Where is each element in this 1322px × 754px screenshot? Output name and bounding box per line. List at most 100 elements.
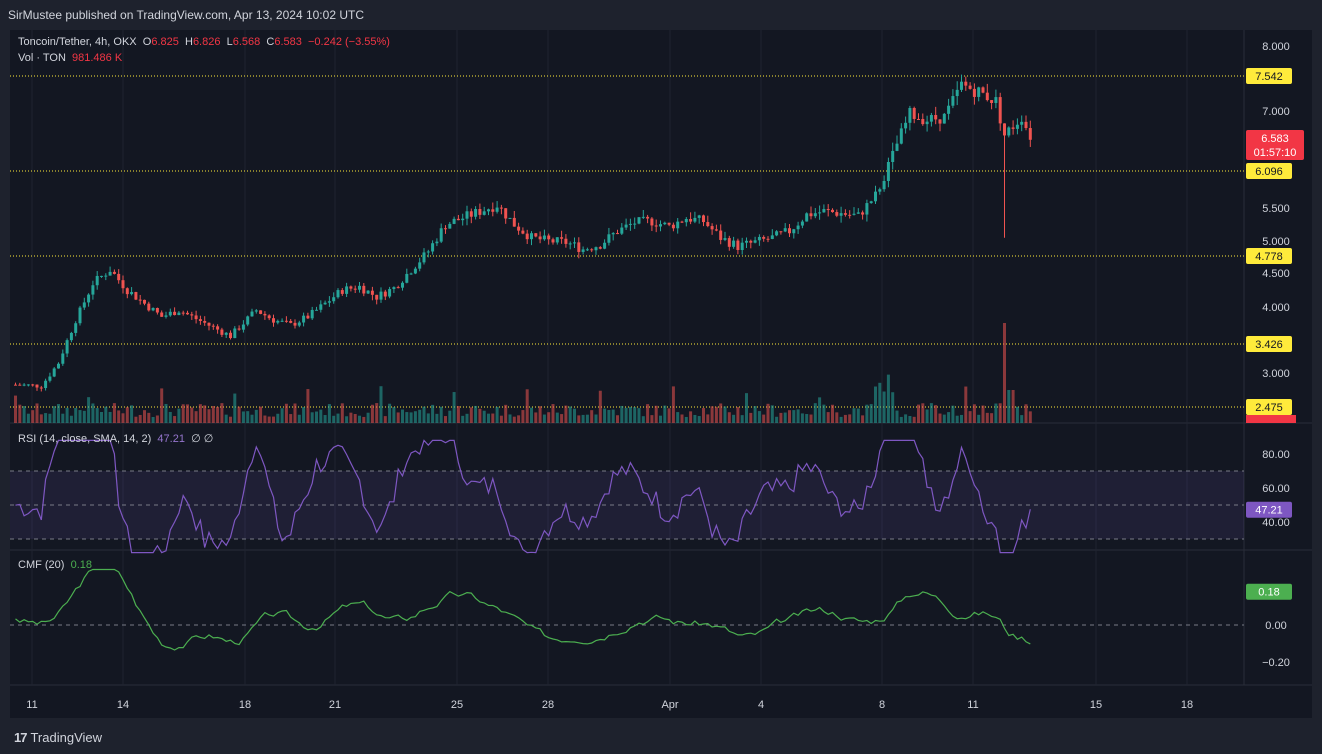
cmf-value-badge-label: 0.18 bbox=[1258, 587, 1279, 599]
volume-bar bbox=[284, 403, 288, 423]
candle-body bbox=[904, 122, 908, 129]
candle-body bbox=[843, 213, 847, 215]
tradingview-mark-icon: 17 bbox=[14, 730, 28, 745]
price-level-badge bbox=[1246, 163, 1292, 179]
volume-bar bbox=[908, 416, 912, 423]
candle-body bbox=[977, 87, 981, 97]
candle-body bbox=[706, 222, 710, 227]
candle-body bbox=[947, 105, 951, 114]
candle-body bbox=[929, 115, 933, 122]
candle-body bbox=[82, 302, 86, 308]
candle-body bbox=[667, 222, 671, 225]
candle-body bbox=[611, 233, 615, 235]
candle-body bbox=[293, 322, 297, 326]
volume-bar bbox=[435, 413, 439, 423]
volume-bar bbox=[121, 413, 125, 423]
candle-body bbox=[693, 217, 697, 222]
volume-bar bbox=[216, 406, 220, 423]
candle-body bbox=[702, 215, 705, 223]
candle-body bbox=[57, 363, 60, 369]
volume-bar bbox=[555, 412, 559, 423]
candle-body bbox=[439, 228, 443, 242]
candle-body bbox=[641, 216, 645, 218]
volume-bar bbox=[822, 404, 826, 423]
candle-body bbox=[1015, 124, 1019, 129]
candle-body bbox=[491, 209, 495, 212]
volume-bar bbox=[663, 405, 667, 423]
chart-area[interactable]: 8.0007.0006.5005.5005.0004.5004.0003.000… bbox=[10, 30, 1312, 718]
volume-bar bbox=[379, 386, 383, 423]
candle-body bbox=[323, 302, 327, 305]
volume-bar bbox=[934, 405, 938, 423]
candle-body bbox=[396, 287, 400, 289]
candle-body bbox=[508, 217, 512, 219]
volume-bar bbox=[650, 415, 654, 423]
price-chart[interactable]: 8.0007.0006.5005.5005.0004.5004.0003.000… bbox=[10, 30, 1312, 718]
candle-body bbox=[899, 128, 903, 144]
volume-bar bbox=[151, 416, 155, 423]
volume-bar bbox=[358, 415, 361, 423]
volume-bar bbox=[624, 407, 628, 423]
volume-bar bbox=[155, 415, 159, 423]
volume-bar bbox=[263, 415, 267, 423]
volume-bar bbox=[439, 406, 443, 423]
volume-bar bbox=[57, 404, 60, 423]
publish-bar: SirMustee published on TradingView.com, … bbox=[0, 0, 1322, 30]
candle-body bbox=[211, 325, 215, 327]
cmf-value: 0.18 bbox=[70, 559, 92, 571]
tradingview-logo[interactable]: 17 TradingView bbox=[14, 730, 102, 745]
volume-bar bbox=[856, 408, 860, 423]
candle-body bbox=[44, 380, 48, 389]
candle-body bbox=[125, 288, 129, 295]
volume-bar bbox=[886, 374, 890, 423]
current-price-label: 6.583 bbox=[1261, 133, 1289, 145]
rsi-axis-label: 80.00 bbox=[1262, 449, 1290, 461]
candle-body bbox=[26, 384, 30, 386]
volume-bar bbox=[723, 406, 727, 423]
volume-bar bbox=[727, 412, 731, 423]
volume-bar bbox=[637, 408, 641, 423]
volume-bar bbox=[633, 407, 637, 423]
candle-body bbox=[143, 299, 146, 304]
candle-body bbox=[921, 118, 925, 125]
volume-bar bbox=[680, 414, 684, 423]
volume-bar bbox=[138, 414, 142, 423]
volume-bar bbox=[538, 406, 542, 423]
volume-bar bbox=[998, 403, 1002, 423]
volume-bar bbox=[31, 410, 35, 423]
candle-body bbox=[39, 387, 43, 389]
volume-bar bbox=[796, 409, 800, 423]
candle-body bbox=[272, 318, 275, 323]
volume-bar bbox=[925, 409, 929, 423]
candle-body bbox=[779, 231, 783, 233]
candle-body bbox=[517, 226, 521, 231]
candle-body bbox=[719, 230, 723, 240]
candle-body bbox=[886, 162, 890, 181]
candle-body bbox=[332, 297, 336, 302]
volume-bar bbox=[474, 405, 478, 423]
volume-bar bbox=[598, 390, 602, 423]
candle-body bbox=[147, 303, 151, 311]
candle-body bbox=[564, 238, 568, 244]
candle-body bbox=[452, 218, 456, 224]
volume-bar bbox=[693, 414, 697, 423]
candle-body bbox=[990, 100, 994, 103]
volume-bar bbox=[65, 407, 69, 423]
candle-body bbox=[198, 319, 202, 321]
volume-bar bbox=[190, 407, 194, 423]
candle-body bbox=[925, 121, 929, 125]
candle-body bbox=[968, 85, 972, 89]
candle-body bbox=[289, 320, 293, 323]
volume-bar bbox=[487, 413, 490, 423]
volume-bar bbox=[422, 406, 426, 423]
candle-body bbox=[250, 311, 254, 317]
candle-body bbox=[521, 230, 525, 234]
candle-body bbox=[319, 304, 323, 310]
candle-body bbox=[1028, 128, 1032, 140]
tradingview-brand: TradingView bbox=[30, 730, 103, 745]
volume-bar bbox=[125, 407, 129, 423]
candle-body bbox=[418, 262, 422, 269]
candle-body bbox=[151, 308, 155, 311]
candle-body bbox=[736, 240, 740, 250]
rsi-extra: ∅ ∅ bbox=[191, 433, 214, 445]
